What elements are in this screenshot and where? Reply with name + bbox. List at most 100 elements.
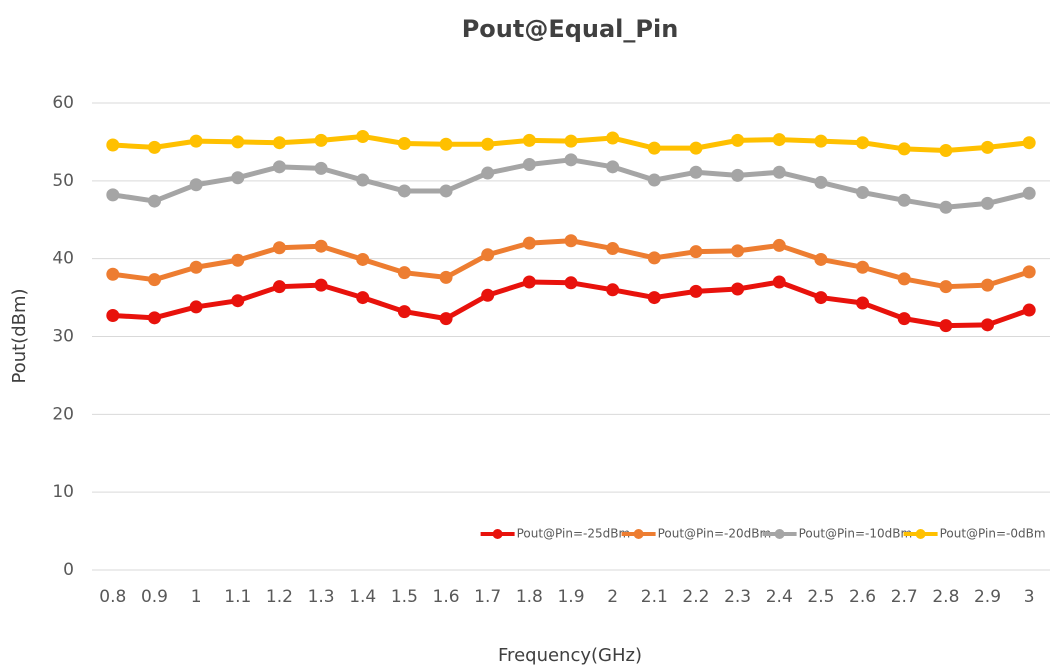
- data-point: [981, 196, 995, 210]
- data-point: [897, 272, 911, 286]
- data-point: [106, 188, 120, 202]
- chart-title: Pout@Equal_Pin: [462, 15, 679, 43]
- data-point: [439, 184, 453, 198]
- legend-marker: [492, 529, 503, 539]
- x-tick-label: 0.9: [141, 587, 168, 607]
- data-point: [564, 234, 578, 248]
- data-point: [481, 248, 495, 262]
- x-tick-label: 2.7: [891, 587, 918, 607]
- data-point: [564, 153, 578, 167]
- data-point: [189, 178, 203, 192]
- data-point: [1022, 303, 1036, 317]
- x-tick-label: 2.6: [849, 587, 876, 607]
- x-tick-label: 2.9: [974, 587, 1001, 607]
- data-point: [314, 133, 328, 147]
- data-point: [814, 175, 828, 189]
- data-point: [814, 291, 828, 305]
- x-tick-label: 1.2: [266, 587, 293, 607]
- data-point: [897, 312, 911, 326]
- x-tick-label: 3: [1024, 587, 1035, 607]
- data-point: [939, 280, 953, 294]
- data-point: [897, 142, 911, 156]
- y-tick-label: 20: [52, 404, 74, 424]
- data-point: [106, 267, 120, 281]
- x-tick-label: 1.7: [474, 587, 501, 607]
- data-point: [356, 291, 370, 305]
- legend-label: Pout@Pin=-20dBm: [658, 527, 772, 541]
- data-point: [272, 136, 286, 150]
- x-tick-label: 1.8: [516, 587, 543, 607]
- data-point: [439, 270, 453, 284]
- legend-marker: [915, 529, 926, 539]
- data-point: [981, 318, 995, 332]
- y-tick-label: 0: [63, 560, 74, 580]
- data-point: [647, 251, 661, 265]
- x-tick-label: 2.4: [766, 587, 793, 607]
- data-point: [189, 260, 203, 274]
- data-point: [939, 319, 953, 333]
- x-tick-label: 1.3: [308, 587, 335, 607]
- data-point: [856, 296, 870, 310]
- data-point: [772, 275, 786, 289]
- data-point: [397, 136, 411, 150]
- x-tick-label: 1: [191, 587, 202, 607]
- y-tick-label: 10: [52, 482, 74, 502]
- data-point: [397, 184, 411, 198]
- data-point: [647, 291, 661, 305]
- data-point: [356, 129, 370, 143]
- data-point: [856, 260, 870, 274]
- data-point: [481, 166, 495, 180]
- data-point: [689, 141, 703, 155]
- data-point: [564, 134, 578, 148]
- legend-label: Pout@Pin=-10dBm: [799, 527, 913, 541]
- x-tick-label: 2.2: [682, 587, 709, 607]
- data-point: [397, 266, 411, 280]
- data-point: [231, 253, 245, 267]
- x-tick-label: 1.6: [433, 587, 460, 607]
- x-tick-label: 1.9: [557, 587, 584, 607]
- data-point: [606, 242, 620, 256]
- data-point: [939, 200, 953, 214]
- legend-label: Pout@Pin=-25dBm: [517, 527, 631, 541]
- data-point: [731, 282, 745, 296]
- data-point: [481, 137, 495, 151]
- x-tick-label: 2: [607, 587, 618, 607]
- series-line: [112, 157, 1030, 210]
- x-tick-label: 2.5: [807, 587, 834, 607]
- data-point: [522, 133, 536, 147]
- data-point: [106, 138, 120, 152]
- data-point: [522, 236, 536, 250]
- data-point: [731, 168, 745, 182]
- x-tick-label: 2.3: [724, 587, 751, 607]
- x-axis-title: Frequency(GHz): [498, 645, 642, 666]
- x-tick-label: 1.1: [224, 587, 251, 607]
- data-point: [314, 278, 328, 292]
- data-point: [439, 312, 453, 326]
- data-point: [481, 288, 495, 302]
- x-tick-label: 0.8: [99, 587, 126, 607]
- y-tick-label: 50: [52, 171, 74, 191]
- data-point: [189, 300, 203, 314]
- data-point: [856, 136, 870, 150]
- data-point: [147, 311, 161, 325]
- legend-marker: [633, 529, 644, 539]
- data-point: [1022, 136, 1036, 150]
- data-point: [314, 161, 328, 175]
- data-point: [1022, 186, 1036, 200]
- data-point: [981, 278, 995, 292]
- data-point: [272, 280, 286, 294]
- data-point: [522, 157, 536, 171]
- legend-label: Pout@Pin=-0dBm: [940, 527, 1046, 541]
- data-point: [272, 160, 286, 174]
- data-point: [981, 140, 995, 154]
- data-point: [147, 140, 161, 154]
- data-point: [689, 245, 703, 259]
- data-point: [272, 241, 286, 255]
- data-point: [772, 165, 786, 179]
- data-point: [314, 239, 328, 253]
- legend-marker: [774, 529, 785, 539]
- data-point: [606, 283, 620, 297]
- x-tick-label: 1.5: [391, 587, 418, 607]
- data-point: [606, 160, 620, 174]
- data-point: [606, 131, 620, 145]
